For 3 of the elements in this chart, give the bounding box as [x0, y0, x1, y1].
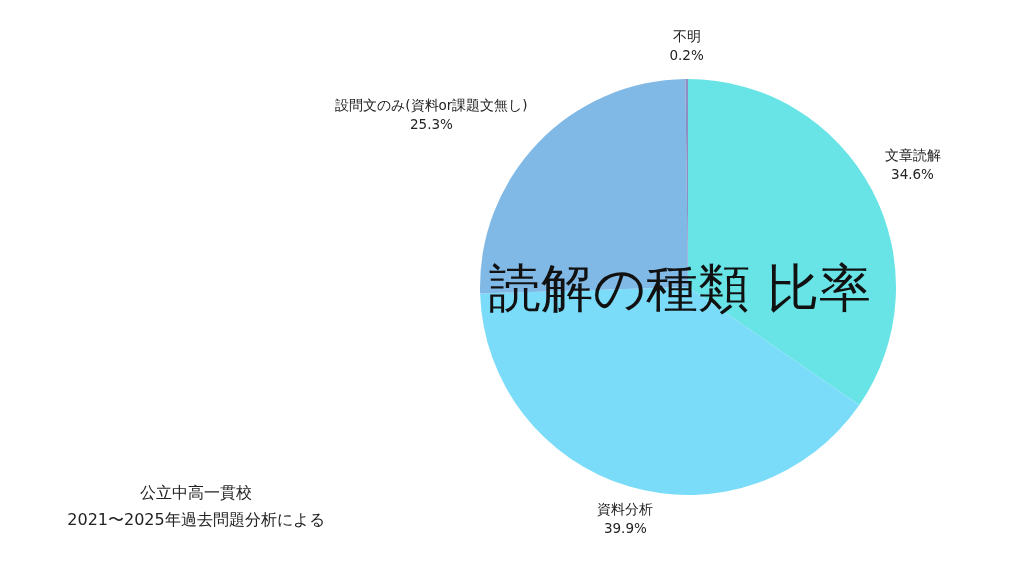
title: 読解の種類 比率: [489, 258, 871, 318]
annotation: 2021〜2025年過去問題分析による: [67, 510, 325, 529]
annotation: 公立中高一貫校: [140, 483, 252, 502]
